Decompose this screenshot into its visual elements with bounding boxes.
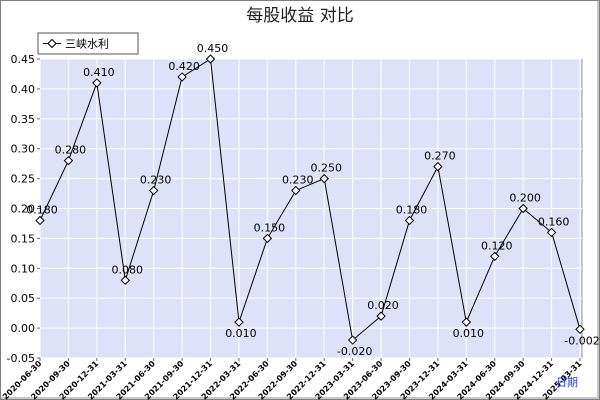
- data-label: 0.270: [424, 150, 456, 163]
- grid-lines: [39, 58, 582, 359]
- y-tick-label: 0.00: [11, 322, 36, 335]
- data-label: 0.180: [26, 203, 58, 216]
- y-tick-label: 0.30: [11, 143, 36, 156]
- data-label: 0.020: [367, 299, 399, 312]
- y-tick-label: 0.35: [11, 113, 36, 126]
- data-point-marker: [205, 54, 216, 64]
- data-point-marker: [120, 275, 130, 285]
- data-point-marker: [177, 72, 187, 82]
- y-tick-label: 0.40: [11, 83, 36, 96]
- data-point-marker: [262, 233, 273, 244]
- data-label: -0.020: [337, 345, 372, 358]
- y-axis: -0.05 0.00 0.05 0.10 0.15 0.20 0.25 0.30 0.35 0.4…: [7, 53, 40, 365]
- data-point-marker: [319, 173, 329, 184]
- data-label: 0.180: [396, 203, 428, 216]
- data-point-marker: [546, 227, 557, 238]
- series-line: [35, 54, 585, 345]
- legend-box: [37, 32, 139, 55]
- data-point-marker: [92, 78, 102, 88]
- data-point-marker: [575, 324, 585, 335]
- data-label: 0.120: [481, 239, 513, 252]
- data-label: 0.010: [225, 327, 257, 340]
- y-tick-label: 0.20: [11, 203, 36, 216]
- data-label: 0.080: [112, 263, 144, 276]
- data-point-marker: [433, 161, 443, 172]
- legend-label: 三峡水利: [65, 37, 109, 51]
- data-label: 0.230: [282, 174, 314, 187]
- data-label: 0.150: [254, 221, 286, 234]
- data-label: 0.010: [453, 327, 485, 340]
- y-tick-label: 0.05: [11, 292, 36, 305]
- chart-title: 每股收益 对比: [246, 6, 353, 26]
- data-point-marker: [404, 215, 415, 226]
- data-label: 0.450: [197, 42, 229, 55]
- data-point-marker: [63, 155, 74, 166]
- data-label: 0.280: [55, 144, 87, 157]
- data-point-marker: [291, 185, 301, 196]
- y-tick-label: 0.25: [11, 173, 36, 186]
- data-point-marker: [234, 317, 244, 327]
- data-point-marker: [376, 311, 386, 321]
- series-line-path: [39, 58, 581, 342]
- data-label: -0.002: [564, 334, 599, 347]
- y-tick-label: -0.05: [7, 352, 35, 365]
- data-label: 0.160: [538, 215, 570, 228]
- legend: 三峡水利: [37, 32, 139, 55]
- x-axis: 2020-06-302020-09-302020-12-312021-03-31…: [1, 358, 584, 400]
- data-label: 0.420: [168, 60, 200, 73]
- data-labels: 0.180 0.280 0.410 0.080 0.230 0.420 0.450 0.010…: [26, 42, 599, 358]
- data-point-marker: [518, 203, 528, 214]
- y-tick-label: 0.15: [11, 232, 36, 245]
- data-label: 0.410: [83, 66, 115, 79]
- y-tick-label: 0.45: [11, 53, 36, 66]
- data-label: 0.230: [140, 174, 172, 187]
- data-point-marker: [148, 185, 159, 196]
- data-label: 0.250: [310, 162, 342, 175]
- data-label: 0.200: [509, 192, 541, 205]
- data-point-marker: [347, 335, 358, 345]
- legend-diamond-icon: [47, 38, 57, 49]
- data-point-marker: [35, 215, 45, 226]
- y-tick-label: 0.10: [11, 262, 36, 275]
- data-point-marker: [490, 251, 500, 262]
- data-point-marker: [461, 317, 472, 327]
- x-axis-caption: 日期: [556, 376, 578, 389]
